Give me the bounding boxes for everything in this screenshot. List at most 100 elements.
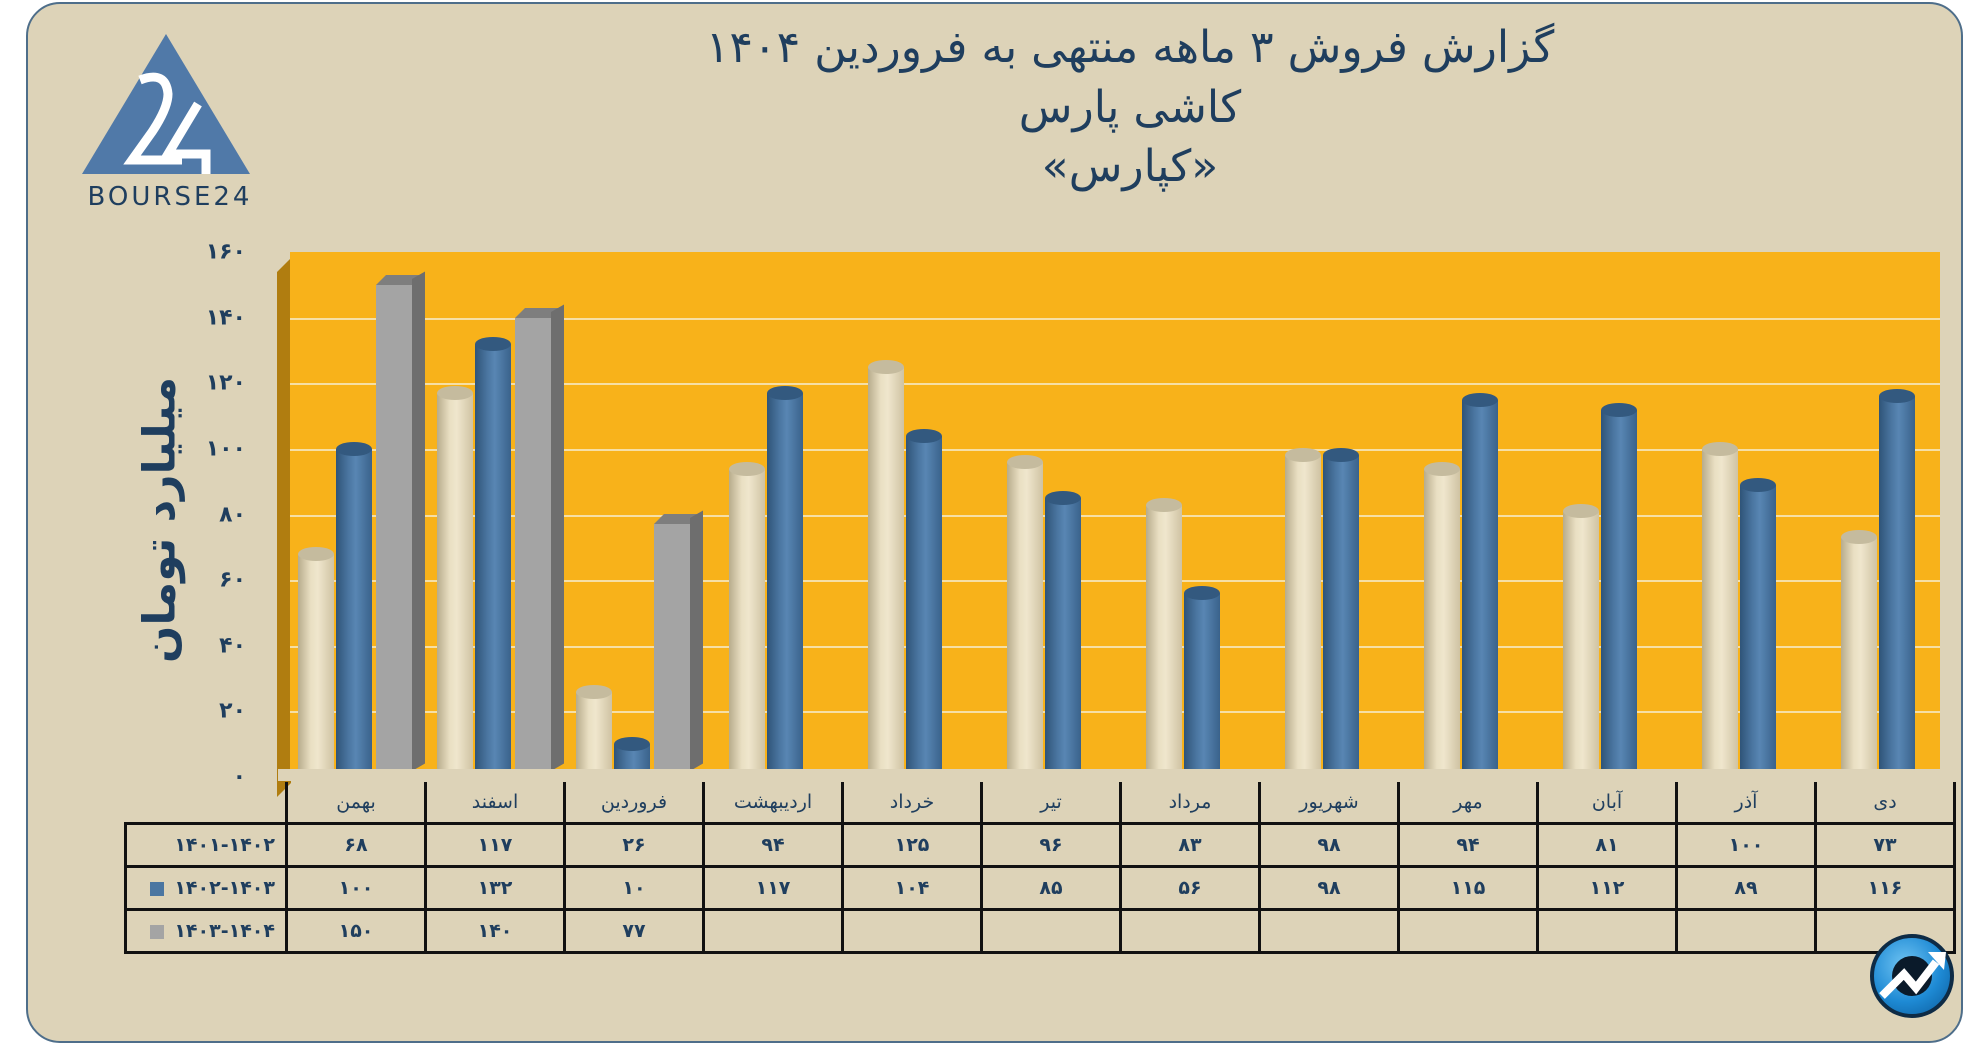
trend-up-arrow-icon	[1879, 952, 1946, 999]
table-row: ۱۴۰۲-۱۴۰۳ ۱۰۰ ۱۳۲ ۱۰ ۱۱۷ ۱۰۴ ۸۵ ۵۶ ۹۸ ۱۱۵ ۱۱۲ ۸۹ ۱۱…	[124, 865, 1956, 911]
bar-1401-1402	[298, 546, 334, 777]
month-header: مرداد	[1119, 782, 1261, 825]
bar-1402-1403	[1323, 448, 1359, 777]
month-header: اسفند	[424, 782, 566, 825]
month-header: خرداد	[841, 782, 983, 825]
bar-1402-1403	[1184, 586, 1220, 777]
table-cell	[841, 908, 983, 954]
row-label: ۱۴۰۱-۱۴۰۲	[124, 822, 288, 868]
chart-side-wall	[277, 258, 291, 797]
bar-1401-1402	[1007, 455, 1043, 777]
month-header: بهمن	[285, 782, 427, 825]
row-label-text: ۱۴۰۳-۱۴۰۴	[174, 920, 275, 942]
table-cell	[1119, 908, 1261, 954]
month-header: آبان	[1536, 782, 1678, 825]
table-cell: ۸۵	[980, 865, 1122, 911]
table-cell: ۱۰۴	[841, 865, 983, 911]
title-line-3-ticker: «کپارس»	[1041, 141, 1219, 192]
bar-1402-1403	[1601, 402, 1637, 777]
gridline	[290, 514, 1940, 517]
table-cell: ۸۳	[1119, 822, 1261, 868]
table-cell: ۱۱۷	[702, 865, 844, 911]
gridline	[290, 317, 1940, 320]
bar-1401-1402	[1563, 504, 1599, 777]
bar-1403-1404	[515, 307, 561, 777]
bourse24-logo: BOURSE24	[70, 32, 270, 217]
table-cell: ۱۴۰	[424, 908, 566, 954]
trend-badge	[1870, 934, 1954, 1018]
table-cell: ۸۹	[1675, 865, 1817, 911]
plot-area	[290, 252, 1940, 777]
table-cell	[1258, 908, 1400, 954]
gridline	[290, 711, 1940, 714]
table-cell	[980, 908, 1122, 954]
table-cell: ۱۰۰	[1675, 822, 1817, 868]
bar-1401-1402	[576, 684, 612, 777]
table-cell: ۹۸	[1258, 822, 1400, 868]
legend-marker-icon	[150, 881, 165, 896]
month-header: شهریور	[1258, 782, 1400, 825]
table-cell: ۹۴	[1397, 822, 1539, 868]
table-cell: ۹۶	[980, 822, 1122, 868]
gridline	[290, 448, 1940, 451]
y-tick-label: ۱۰۰	[205, 436, 246, 462]
table-cell: ۹۴	[702, 822, 844, 868]
bar-1402-1403	[1045, 491, 1081, 777]
table-row: ۱۴۰۳-۱۴۰۴ ۱۵۰ ۱۴۰ ۷۷	[124, 908, 1956, 954]
bar-1403-1404	[376, 274, 422, 777]
row-label: ۱۴۰۲-۱۴۰۳	[124, 865, 288, 911]
bar-1402-1403	[336, 441, 372, 777]
bar-1402-1403	[614, 737, 650, 777]
table-cell: ۱۰۰	[285, 865, 427, 911]
logo-text: BOURSE24	[87, 182, 253, 212]
chart-title: گزارش فروش ۳ ماهه منتهی به فروردین ۱۴۰۴ …	[560, 18, 1700, 196]
bar-1401-1402	[729, 461, 765, 777]
table-cell: ۱۱۵	[1397, 865, 1539, 911]
title-line-2-company: کاشی پارس	[1018, 82, 1242, 133]
bar-1402-1403	[767, 386, 803, 777]
bar-1401-1402	[1424, 461, 1460, 777]
triangle-logo-icon	[82, 34, 250, 174]
month-header: آذر	[1675, 782, 1817, 825]
bar-1402-1403	[1462, 392, 1498, 777]
y-axis-label-text: میلیارد تومان	[134, 376, 186, 664]
gridline	[290, 645, 1940, 648]
table-cell: ۱۲۵	[841, 822, 983, 868]
bar-1401-1402	[1841, 530, 1877, 777]
table-corner	[125, 782, 288, 824]
month-header: دی	[1814, 782, 1956, 825]
bar-1401-1402	[1702, 441, 1738, 777]
title-line-1: گزارش فروش ۳ ماهه منتهی به فروردین ۱۴۰۴	[705, 22, 1555, 73]
row-label-text: ۱۴۰۱-۱۴۰۲	[174, 834, 275, 856]
table-cell: ۸۱	[1536, 822, 1678, 868]
y-tick-label: ۸۰	[219, 502, 246, 527]
bar-1401-1402	[437, 386, 473, 777]
row-label: ۱۴۰۳-۱۴۰۴	[124, 908, 288, 954]
table-cell: ۱۰	[563, 865, 705, 911]
gridline	[290, 580, 1940, 583]
table-cell: ۷۷	[563, 908, 705, 954]
month-header: تیر	[980, 782, 1122, 825]
y-tick-label: ۴۰	[219, 633, 246, 659]
table-cell: ۱۱۲	[1536, 865, 1678, 911]
month-header: مهر	[1397, 782, 1539, 825]
table-cell: ۹۸	[1258, 865, 1400, 911]
table-cell: ۶۸	[285, 822, 427, 868]
bar-1401-1402	[1146, 497, 1182, 777]
table-cell: ۱۵۰	[285, 908, 427, 954]
y-tick-label: ۱۲۰	[205, 370, 246, 396]
table-cell: ۱۱۷	[424, 822, 566, 868]
table-cell: ۱۱۶	[1814, 865, 1956, 911]
bar-1402-1403	[906, 428, 942, 777]
table-cell: ۷۳	[1814, 822, 1956, 868]
table-cell	[1536, 908, 1678, 954]
data-table: بهمن اسفند فروردین اردیبهشت خرداد تیر مرداد شهر…	[124, 782, 1956, 954]
y-tick-label: ۱۶۰	[205, 239, 246, 265]
table-header-row: بهمن اسفند فروردین اردیبهشت خرداد تیر مرداد شهر…	[125, 782, 1956, 825]
bar-1402-1403	[475, 336, 511, 777]
y-tick-label: ۲۰	[219, 698, 246, 724]
y-tick-label: ۶۰	[219, 567, 246, 593]
bar-1402-1403	[1879, 389, 1915, 777]
y-tick-label: ۱۴۰	[205, 305, 246, 331]
bar-1401-1402	[1285, 448, 1321, 777]
